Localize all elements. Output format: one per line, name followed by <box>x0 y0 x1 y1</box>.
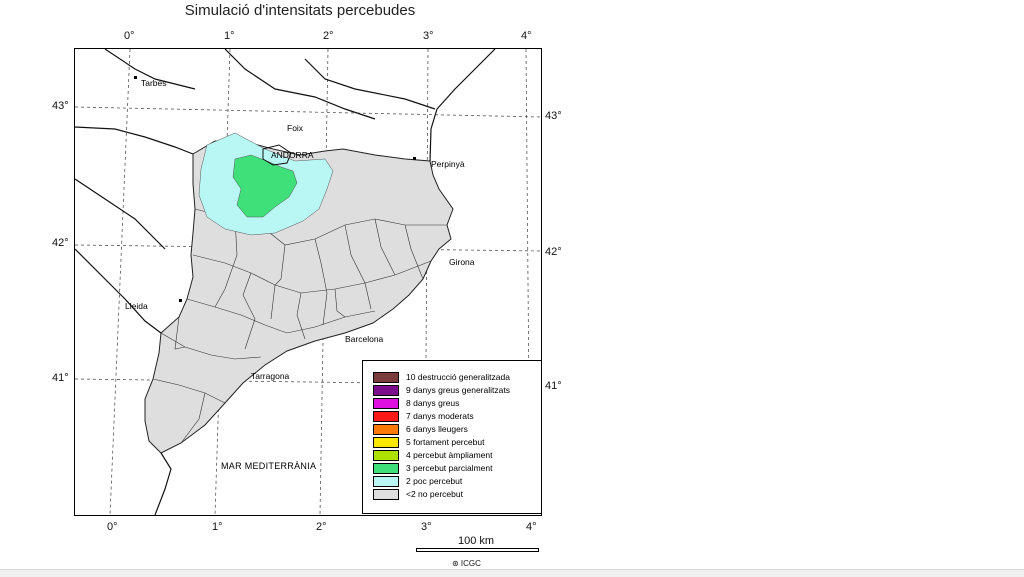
comarca-borders <box>152 208 447 444</box>
lon-tick-top-1: 1° <box>224 30 235 42</box>
scale-bar <box>416 548 539 552</box>
country-borders <box>75 49 496 515</box>
lon-tick-bottom-2: 2° <box>316 521 327 533</box>
map-frame[interactable]: Tarbes Foix ANDORRA Perpinyà Girona Llei… <box>74 48 542 516</box>
lat-tick-left-43: 43° <box>52 100 69 112</box>
lon-tick-bottom-0: 0° <box>107 521 118 533</box>
legend-label-5: 5 fortament percebut <box>406 437 485 447</box>
lat-tick-left-42: 42° <box>52 237 69 249</box>
legend-swatch-7 <box>373 410 399 422</box>
city-andorra: ANDORRA <box>271 150 314 160</box>
scale-label: 100 km <box>458 535 495 547</box>
legend-item-2: 2 poc percebut <box>373 475 462 487</box>
legend-swatch-6 <box>373 423 399 435</box>
legend-item-7: 7 danys moderats <box>373 410 474 422</box>
lat-tick-right-43: 43° <box>545 110 562 122</box>
credit-icgc: ⊛ ICGC <box>452 559 481 568</box>
map-title: Simulació d'intensitats percebudes <box>184 2 416 19</box>
intensity-legend: 10 destrucció generalitzada 9 danys greu… <box>362 360 542 514</box>
legend-swatch-3 <box>373 462 399 474</box>
intensity-3-zone <box>232 154 298 218</box>
legend-swatch-5 <box>373 436 399 448</box>
city-perpinya: Perpinyà <box>431 159 465 169</box>
legend-swatch-1 <box>373 488 399 500</box>
city-tarragona: Tarragona <box>251 371 290 381</box>
city-foix: Foix <box>287 123 304 133</box>
legend-swatch-9 <box>373 384 399 396</box>
legend-item-3: 3 percebut parcialment <box>373 462 492 474</box>
lat-tick-right-41: 41° <box>545 380 562 392</box>
legend-label-1: <2 no percebut <box>406 489 463 499</box>
legend-label-9: 9 danys greus generalitzats <box>406 385 510 395</box>
sea-label: MAR MEDITERRÀNIA <box>221 461 317 471</box>
legend-label-4: 4 percebut àmpliament <box>406 450 493 460</box>
city-tarbes: Tarbes <box>141 78 167 88</box>
legend-label-10: 10 destrucció generalitzada <box>406 372 510 382</box>
legend-label-3: 3 percebut parcialment <box>406 463 493 473</box>
lat-tick-left-41: 41° <box>52 372 69 384</box>
lon-tick-top-4: 4° <box>521 30 532 42</box>
lat-tick-right-42: 42° <box>545 246 562 258</box>
city-lleida: Lleida <box>125 301 148 311</box>
legend-label-6: 6 danys lleugers <box>406 424 468 434</box>
lon-tick-top-2: 2° <box>323 30 334 42</box>
lon-tick-bottom-4: 4° <box>526 521 537 533</box>
city-girona: Girona <box>449 257 475 267</box>
legend-swatch-10 <box>373 371 399 383</box>
legend-label-2: 2 poc percebut <box>406 476 463 486</box>
window-bottom-strip <box>0 569 1024 577</box>
legend-item-8: 8 danys greus <box>373 397 459 409</box>
legend-label-8: 8 danys greus <box>406 398 460 408</box>
city-barcelona: Barcelona <box>345 334 384 344</box>
lon-tick-bottom-3: 3° <box>421 521 432 533</box>
legend-item-10: 10 destrucció generalitzada <box>373 371 510 383</box>
legend-item-1: <2 no percebut <box>373 488 463 500</box>
legend-item-6: 6 danys lleugers <box>373 423 468 435</box>
legend-item-4: 4 percebut àmpliament <box>373 449 492 461</box>
legend-item-5: 5 fortament percebut <box>373 436 484 448</box>
lon-tick-top-3: 3° <box>423 30 434 42</box>
andorra-border <box>262 144 292 166</box>
lon-tick-top-0: 0° <box>124 30 135 42</box>
legend-swatch-2 <box>373 475 399 487</box>
legend-label-7: 7 danys moderats <box>406 411 474 421</box>
legend-item-9: 9 danys greus generalitzats <box>373 384 510 396</box>
lon-tick-bottom-1: 1° <box>212 521 223 533</box>
city-markers <box>134 76 416 302</box>
legend-swatch-8 <box>373 397 399 409</box>
legend-swatch-4 <box>373 449 399 461</box>
map-canvas <box>75 49 541 515</box>
